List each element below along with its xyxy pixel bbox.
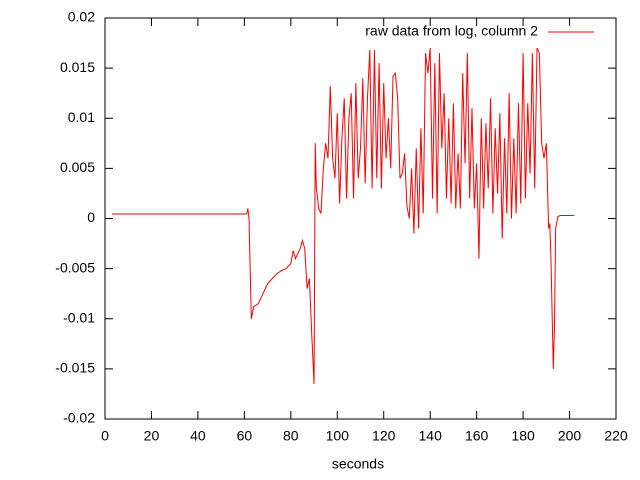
y-tick-label: 0.01 [68, 109, 95, 125]
x-tick-label: 160 [465, 428, 489, 444]
x-tick-label: 60 [237, 428, 253, 444]
x-tick-label: 120 [372, 428, 396, 444]
y-tick-label: -0.01 [63, 309, 95, 325]
plot-border [104, 17, 617, 420]
x-tick-label: 220 [604, 428, 628, 444]
x-tick-label: 100 [326, 428, 350, 444]
y-tick-label: -0.005 [55, 259, 95, 275]
data-line [111, 47, 575, 384]
x-tick-label: 40 [190, 428, 206, 444]
y-tick-label: 0.02 [68, 9, 95, 25]
y-tick-label: 0.015 [60, 59, 95, 75]
legend-label: raw data from log, column 2 [365, 23, 538, 39]
x-tick-label: 200 [558, 428, 582, 444]
x-tick-label: 80 [283, 428, 299, 444]
y-tick-label: 0 [87, 209, 95, 225]
x-tick-label: 140 [419, 428, 443, 444]
x-tick-label: 0 [101, 428, 109, 444]
x-tick-label: 20 [144, 428, 160, 444]
x-tick-label: 180 [511, 428, 535, 444]
y-tick-label: -0.02 [63, 410, 95, 426]
y-tick-label: 0.005 [60, 159, 95, 175]
y-tick-label: -0.015 [55, 360, 95, 376]
x-axis-label: seconds [332, 456, 384, 472]
